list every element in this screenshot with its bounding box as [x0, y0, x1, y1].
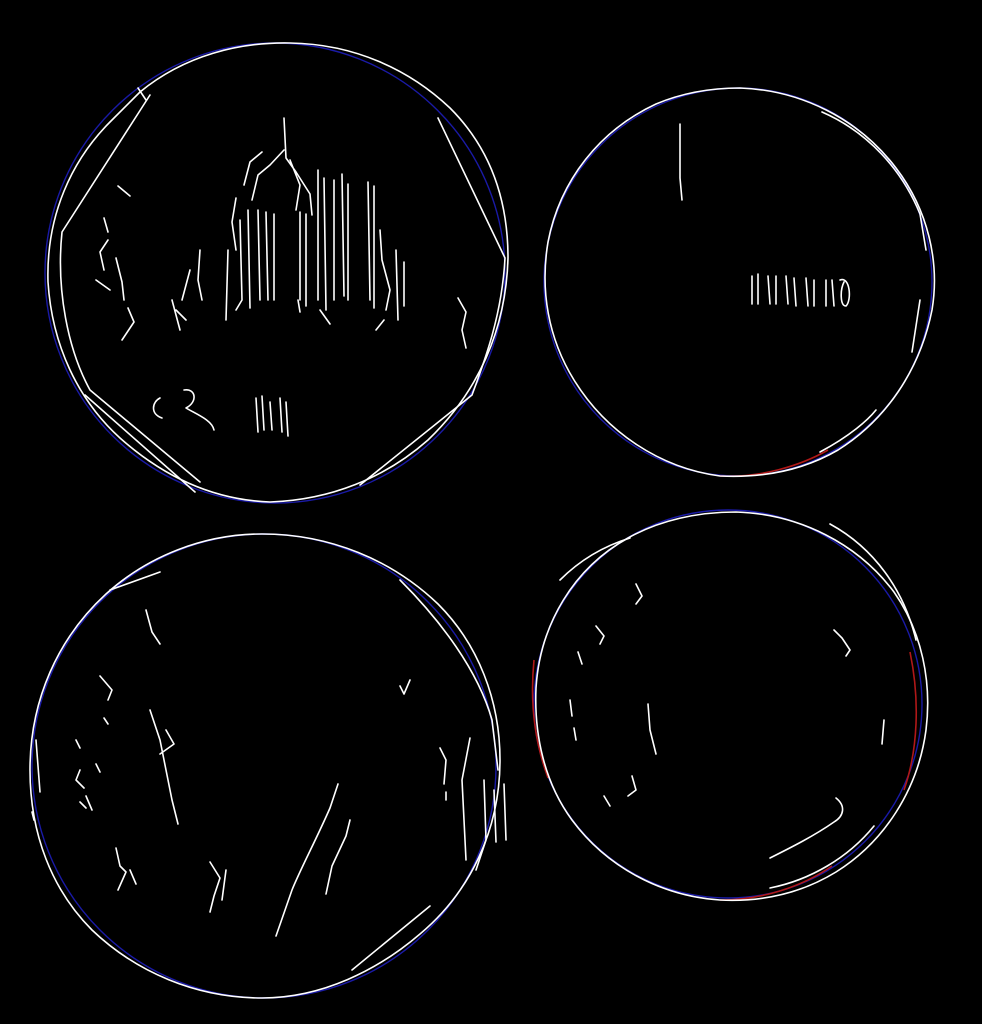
coin-rim-edge [47, 42, 509, 503]
coin-design-edge [833, 629, 885, 745]
legend-letter-edge [457, 297, 467, 349]
coin-rim-inner-edge [109, 571, 499, 843]
coin-design-edge [209, 861, 227, 913]
coin-rim-inner-edge [559, 523, 917, 641]
coin-rim-inner-edge [769, 825, 875, 889]
fitted-circle [533, 509, 923, 899]
coin-design-edge [275, 783, 351, 937]
coin-rim-inner-edge [84, 394, 196, 493]
coin-mark-edge [679, 123, 683, 201]
coin-design-edge [115, 847, 137, 891]
coin-design-edge [769, 797, 844, 859]
coin-design-edge [569, 583, 643, 741]
coin-design-edge [603, 703, 657, 807]
castle-emblem-edge [225, 197, 275, 321]
coin-rim-edge [544, 87, 936, 478]
legend-letter-edge [95, 185, 135, 341]
coin-top-right [543, 87, 936, 478]
coin-bottom-right [531, 509, 929, 902]
fit-residual-arc [903, 651, 918, 791]
coin-rim-inner-edge [137, 87, 147, 101]
coin-bottom-left [29, 533, 507, 999]
date-numeral-edge [152, 389, 215, 431]
coin-design-edge [75, 675, 113, 811]
coin-rim-edge [29, 533, 501, 999]
coin-top-left [44, 42, 509, 504]
coin-rim-inner-edge [31, 739, 41, 821]
coin-rim-inner-edge [359, 117, 506, 486]
denomination-numeral-edge [751, 273, 851, 307]
castle-emblem-edge [297, 229, 405, 331]
fitted-circle [44, 42, 506, 504]
coin-design-edge [145, 609, 179, 825]
castle-emblem-edge [243, 117, 313, 216]
coin-rim-inner-edge [819, 409, 877, 453]
fit-residual-arc [531, 659, 549, 779]
castle-emblem-edge [171, 249, 203, 331]
coin-rim-inner-edge [351, 737, 507, 971]
date-numeral-edge [255, 395, 289, 437]
coin-design-edge [399, 679, 447, 801]
coin-rim-inner-edge [821, 111, 927, 353]
coin-rim-inner-edge [59, 94, 201, 483]
castle-emblem-edge [299, 169, 375, 311]
